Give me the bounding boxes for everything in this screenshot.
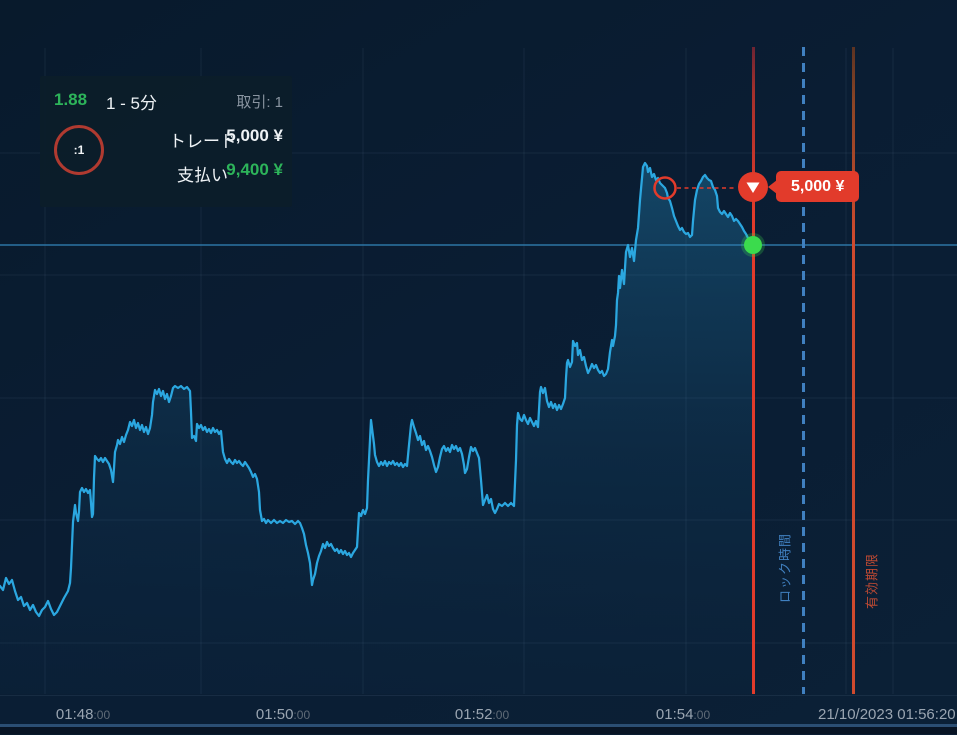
- ratio-badge-text: :1: [73, 143, 85, 157]
- payout-row-label: 支払い: [177, 166, 228, 185]
- trade-info-panel[interactable]: 1.88 1 - 5分 取引: 1 :1 トレード 5,000 ¥ 支払い 9,…: [40, 76, 292, 207]
- timeframe-label: 1 - 5分: [106, 94, 158, 113]
- price-chart[interactable]: [0, 0, 957, 695]
- trades-count-label: 取引: 1: [236, 94, 283, 111]
- price-line: [0, 161, 755, 618]
- bottom-spacer: [0, 727, 957, 734]
- payout-multiplier: 1.88: [54, 90, 88, 109]
- horizontal-scrollbar[interactable]: [0, 724, 957, 727]
- entry-time-line: [752, 47, 755, 694]
- time-tick-label: 01:54:00: [655, 706, 711, 723]
- expiry-time-line: [852, 47, 855, 694]
- time-tick-label: 01:52:00: [454, 706, 510, 723]
- axis-date-label: 21/10/2023 01:56:20: [818, 706, 956, 723]
- trade-row-value: 5,000 ¥: [226, 126, 283, 145]
- time-axis[interactable]: 21/10/2023 01:56:20 01:48:00 01:50:00 01:5…: [0, 695, 957, 735]
- ratio-badge-icon: :1: [54, 125, 104, 175]
- payout-row-value: 9,400 ¥: [226, 160, 283, 179]
- lock-time-line: [802, 47, 805, 694]
- trade-row-label: トレード: [169, 132, 237, 151]
- trade-amount-badge: 5,000 ¥: [767, 171, 860, 202]
- price-area-fill: [0, 163, 753, 694]
- time-tick-label: 01:50:00: [255, 706, 311, 723]
- time-tick-label: 01:48:00: [55, 706, 111, 723]
